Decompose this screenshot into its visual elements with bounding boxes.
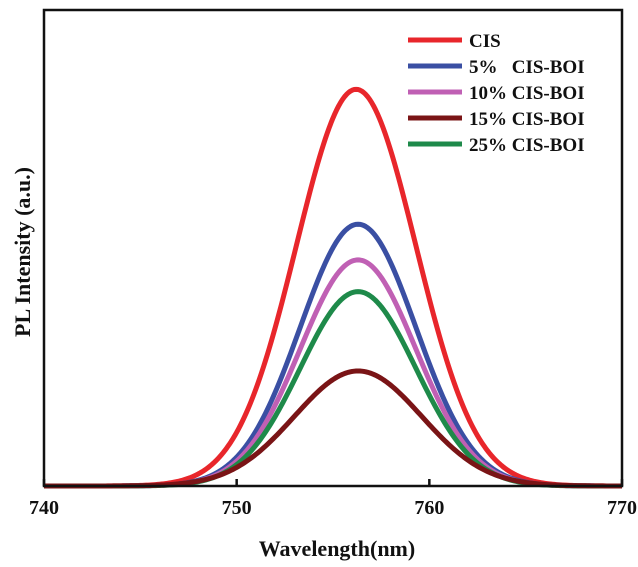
legend-label-1: 5% CIS-BOI — [469, 57, 585, 78]
legend-label-4: 25% CIS-BOI — [469, 135, 585, 156]
x-tick-label: 770 — [607, 497, 637, 519]
y-axis-title: PL Intensity (a.u.) — [10, 167, 35, 337]
x-tick-label: 740 — [29, 497, 59, 519]
series-line-4 — [43, 289, 623, 489]
x-tick-label: 750 — [222, 497, 252, 519]
series-line-1 — [43, 221, 623, 489]
legend-label-0: CIS — [469, 31, 501, 52]
legend-label-3: 15% CIS-BOI — [469, 109, 585, 130]
legend: CIS 5% CIS-BOI 10% CIS-BOI 15% CIS-BOI 25% C… — [408, 31, 585, 156]
legend-label-2: 10% CIS-BOI — [469, 83, 585, 104]
x-tick-label: 760 — [414, 497, 444, 519]
plot-frame — [42, 8, 624, 488]
series-line-2 — [43, 257, 623, 489]
x-axis-title: Wavelength(nm) — [259, 536, 415, 561]
x-axis-ticks: 740 750 760 770 — [29, 479, 637, 519]
series-line-3 — [43, 368, 623, 489]
